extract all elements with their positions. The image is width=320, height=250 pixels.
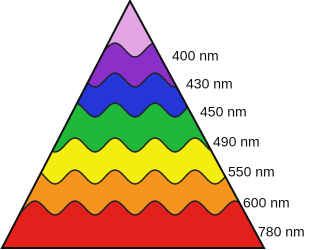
wavelength-label: 780 nm [258,224,305,240]
wavelength-label: 490 nm [213,134,260,150]
spectrum-triangle-diagram: 400 nm 430 nm 450 nm 490 nm 550 nm 600 nm 780 … [0,0,320,250]
wavelength-label: 600 nm [243,195,290,211]
wavelength-label: 430 nm [186,76,233,92]
wavelength-label: 400 nm [172,48,219,64]
wavelength-label: 450 nm [200,104,247,120]
color-bands [0,0,280,250]
wavelength-label: 550 nm [228,164,275,180]
